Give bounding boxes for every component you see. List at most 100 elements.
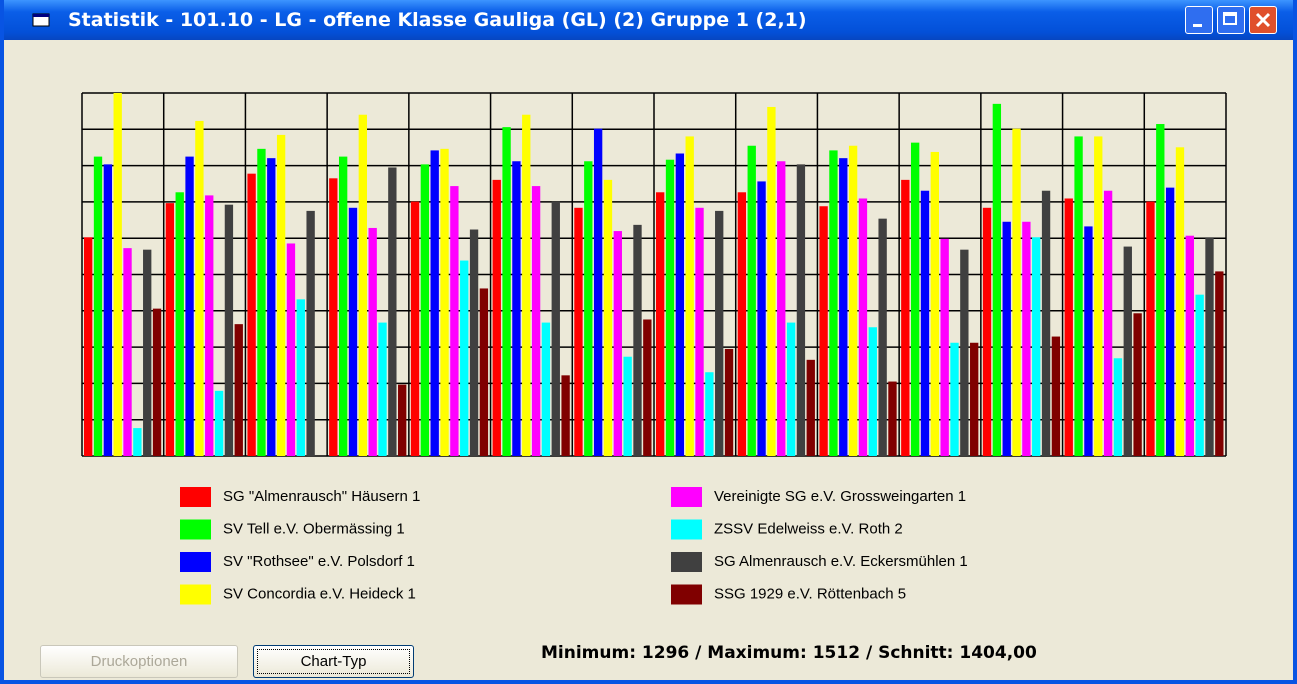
bar [584,161,593,456]
bar [1084,226,1093,456]
bar [643,319,652,456]
legend-swatch [671,519,702,540]
bar [901,179,910,456]
bar [819,206,828,456]
bar [1022,221,1031,456]
bar [656,192,665,457]
bar [747,145,756,456]
bar [623,356,632,456]
bar [1205,237,1214,456]
bar [123,248,132,456]
bar [195,120,204,456]
bar [296,299,305,456]
bar [329,178,338,457]
bar [165,203,175,456]
legend-swatch [671,584,702,605]
bar [247,173,256,456]
bar [185,156,194,456]
bar [715,210,724,456]
bar [633,224,642,456]
legend-label: SV Concordia e.V. Heideck 1 [223,585,416,602]
bar [695,207,704,456]
bar [84,237,93,456]
bar [175,192,184,457]
legend-swatch [180,487,211,507]
bar [603,179,613,456]
bar [469,229,479,456]
bar [551,201,560,456]
bar [960,249,969,456]
close-button[interactable] [1249,6,1277,34]
bar [450,186,459,457]
bar [113,93,122,456]
bar [214,390,224,456]
bar [267,158,276,456]
bar [234,324,243,456]
bar [888,381,897,456]
legend-label: ZSSV Edelweiss e.V. Roth 2 [714,520,903,537]
legend-swatch [671,487,702,507]
bar [858,198,868,456]
bar [940,238,949,456]
bar [868,327,877,456]
bar [1113,358,1123,456]
title-bar: Statistik - 101.10 - LG - offene Klasse … [4,0,1293,40]
bar [1165,187,1175,456]
bar [93,156,103,456]
bar [1002,221,1011,456]
bar [848,145,858,456]
bar [613,231,622,456]
bar [348,207,358,456]
bar [143,249,152,456]
bar [574,207,583,456]
bar [512,161,521,456]
window-icon [32,13,50,27]
bar [1133,313,1142,456]
bar [398,384,407,456]
maximize-button[interactable] [1217,6,1245,34]
legend-label: Vereinigte SG e.V. Grossweingarten 1 [714,488,966,505]
chart-type-button[interactable]: Chart-Typ [253,645,414,678]
bar [950,342,959,456]
bar [1074,136,1083,456]
bar [541,322,551,456]
bar [1064,198,1073,456]
bar [1094,136,1103,456]
bar [338,156,348,456]
bar [368,227,377,456]
bar [460,260,469,456]
print-options-button[interactable]: Druckoptionen [40,645,238,678]
minimize-button[interactable] [1185,6,1213,34]
bar [1146,201,1155,456]
bar [502,127,511,456]
legend-swatch [180,584,211,605]
chart: SG "Almenrausch" Häusern 1 SV Tell e.V. O… [81,92,1227,605]
bar [930,151,939,456]
bar [1195,294,1204,456]
bar [1156,124,1165,457]
bar [103,164,113,456]
bar [593,128,603,456]
bar [420,164,430,456]
bar [786,322,796,456]
legend-label: SSG 1929 e.V. Röttenbach 5 [714,585,906,602]
bar [152,308,162,456]
bar [561,375,570,456]
bar [1051,336,1061,456]
bar [685,136,694,456]
legend-label: SG "Almenrausch" Häusern 1 [223,488,420,505]
bar [777,161,786,456]
bar [724,348,734,456]
bar [306,210,315,456]
window-title: Statistik - 101.10 - LG - offene Klasse … [68,9,807,31]
bar [737,192,747,457]
bar [522,114,531,456]
bar [806,359,815,456]
bar [358,114,367,456]
legend-swatch [180,552,211,572]
bar [1185,235,1194,456]
bar [1032,237,1041,456]
bar [531,186,541,457]
bar [1012,128,1021,456]
